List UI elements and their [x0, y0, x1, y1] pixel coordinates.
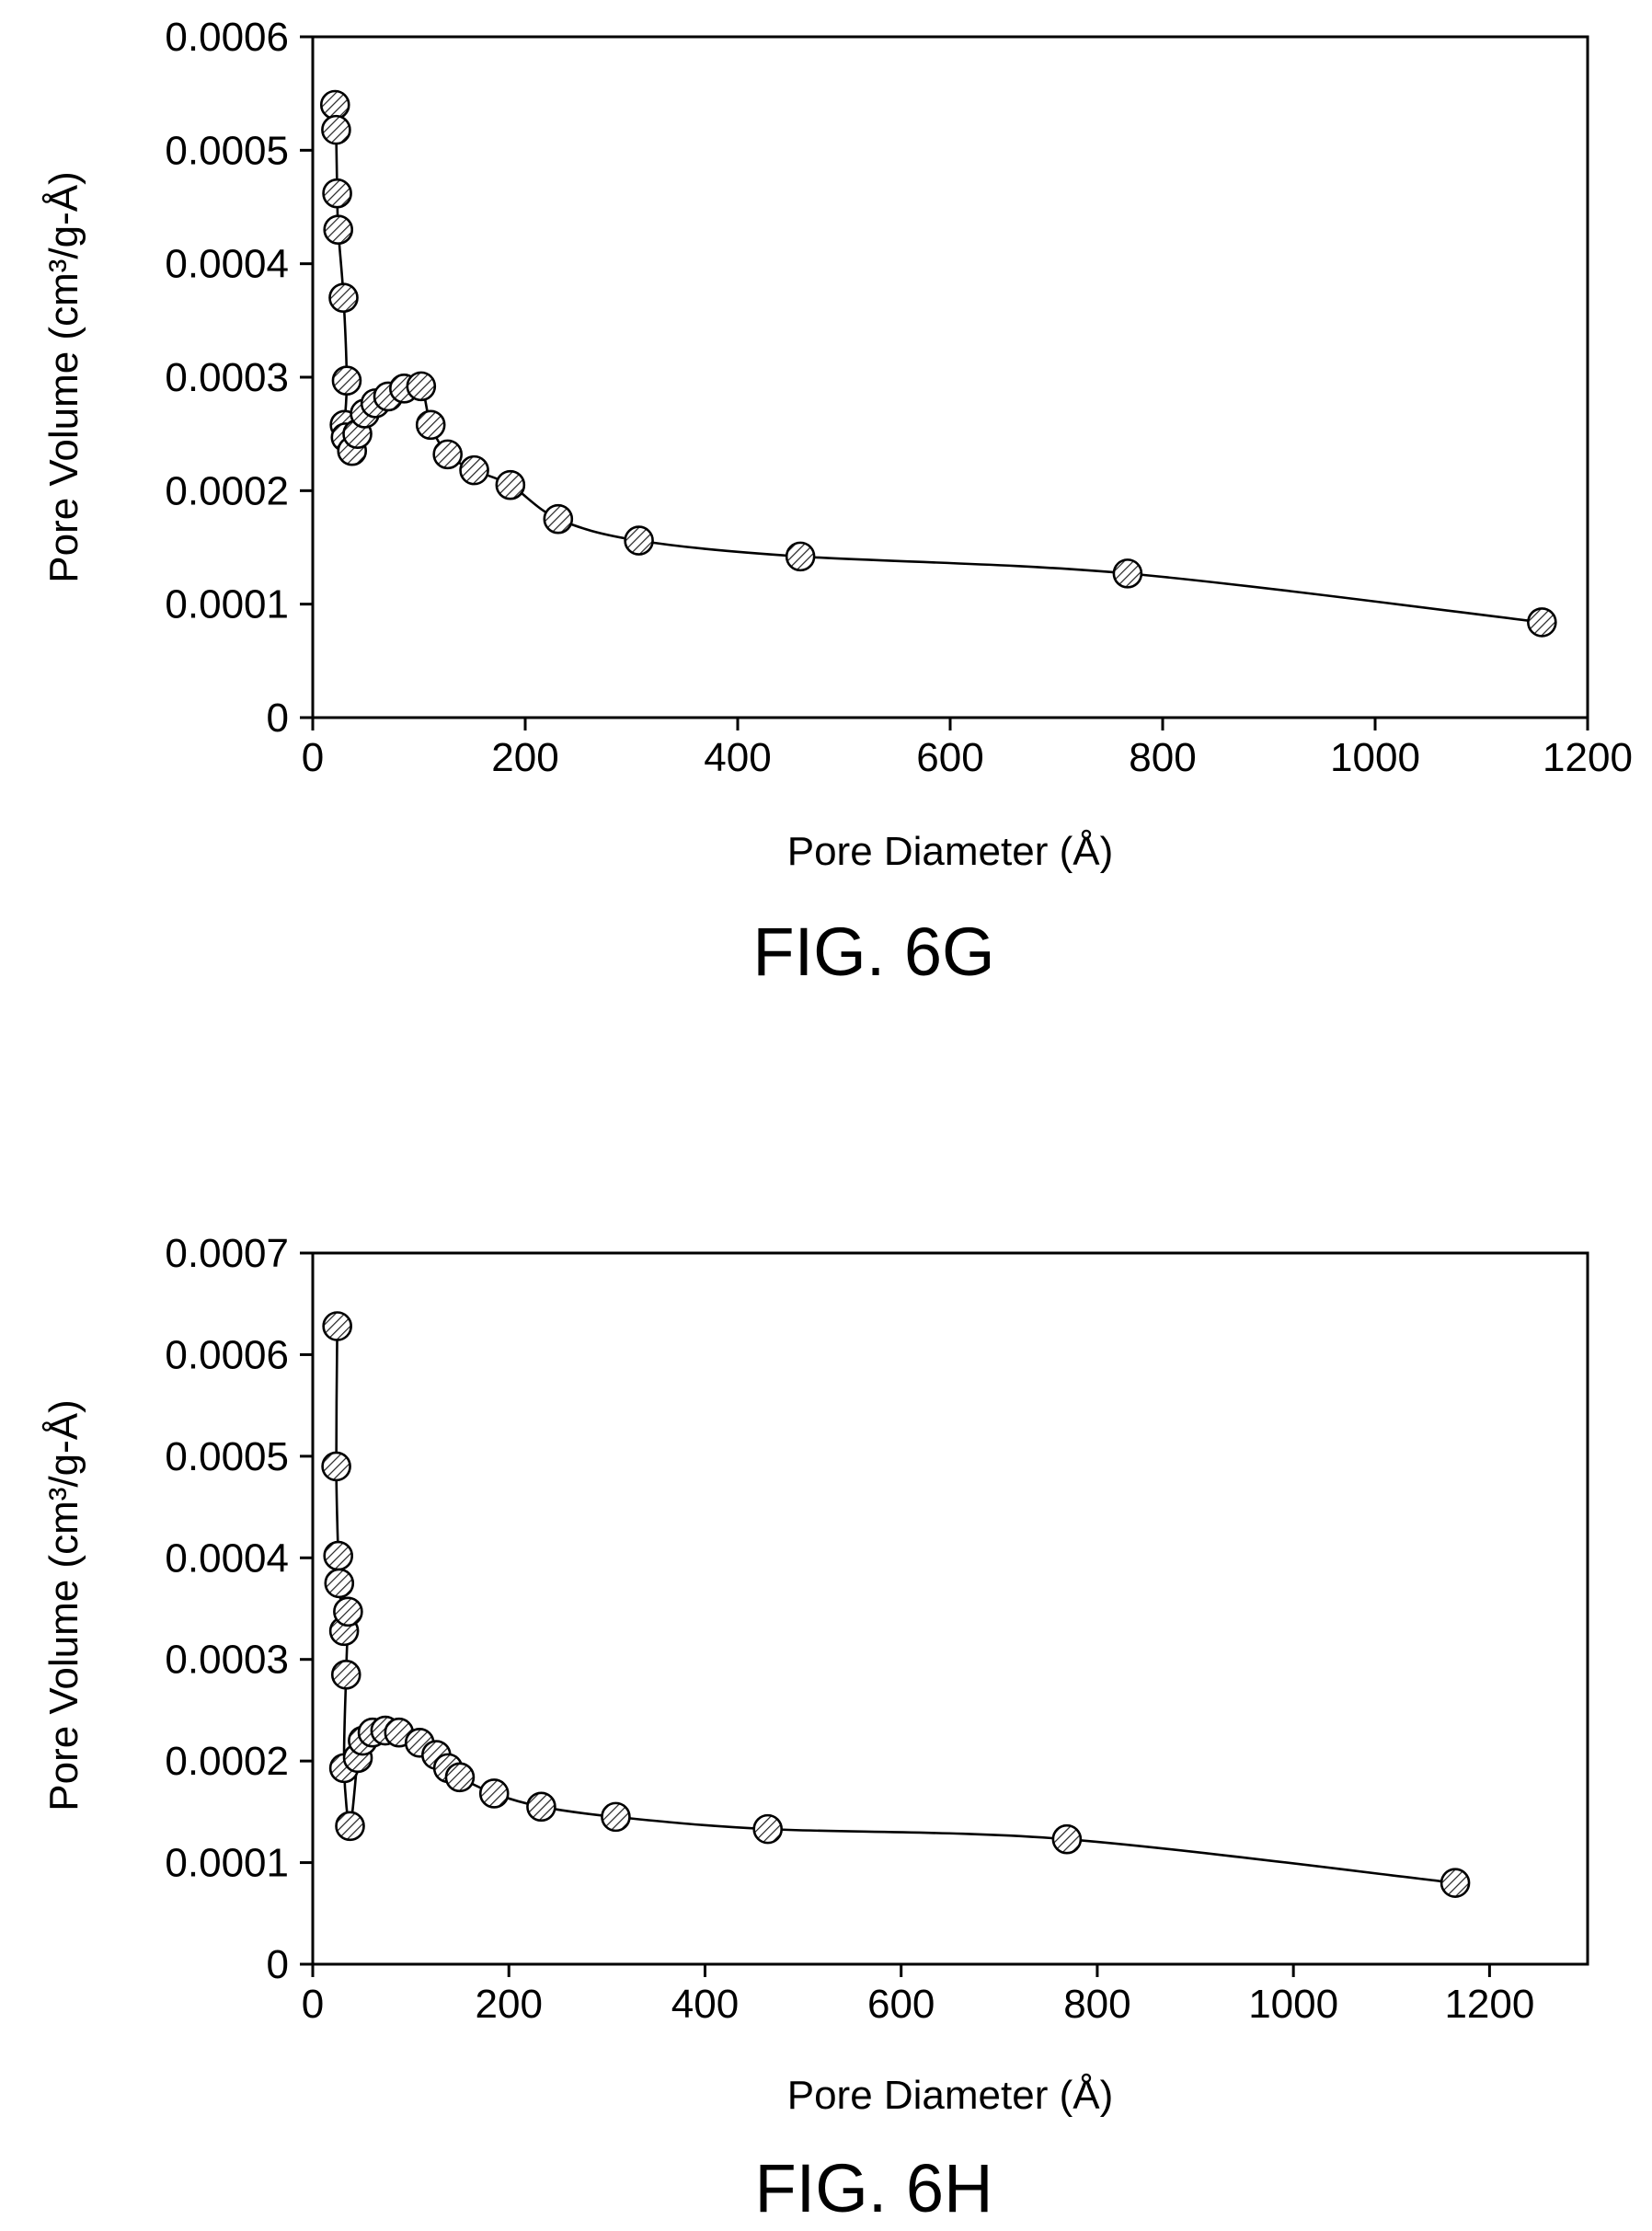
x-tick-label: 600	[867, 1982, 935, 2027]
figure-caption: FIG. 6G	[752, 914, 994, 990]
x-tick-label: 200	[491, 735, 558, 780]
data-point	[1051, 1823, 1083, 1855]
figure-caption: FIG. 6H	[754, 2150, 992, 2226]
y-tick-label: 0.0007	[165, 1231, 289, 1276]
x-tick-label: 1000	[1330, 735, 1420, 780]
y-tick-label: 0.0002	[165, 1739, 289, 1784]
y-tick-label: 0.0004	[165, 242, 289, 287]
data-point	[323, 1540, 354, 1571]
data-point	[415, 409, 446, 441]
data-point	[331, 365, 362, 397]
data-point	[406, 371, 437, 402]
data-point	[1112, 558, 1143, 589]
series-line	[333, 104, 1543, 624]
y-tick-label: 0	[267, 1942, 289, 1987]
data-point	[321, 1451, 351, 1482]
data-point	[752, 1813, 783, 1845]
y-tick-label: 0.0006	[165, 1332, 289, 1377]
data-point	[319, 89, 350, 121]
y-tick-label: 0.0006	[165, 15, 289, 60]
axis-ticks: 0 200 400 600 800 1000 1200 0 0.0001 0.0002 0.0003…	[165, 15, 1633, 780]
series-curve	[333, 104, 1543, 624]
axis-ticks: 0 200 400 600 800 1000 1200 0 0.0001 0.0002 0.0003…	[165, 1231, 1534, 2027]
data-point	[459, 454, 489, 486]
x-tick-label: 400	[704, 735, 771, 780]
data-point	[322, 178, 352, 209]
data-point	[328, 282, 359, 313]
data-point	[526, 1791, 556, 1823]
plot-frame	[311, 1251, 1589, 1966]
series-points	[321, 1311, 1471, 1898]
series-points	[319, 89, 1557, 638]
data-point	[322, 1311, 352, 1341]
data-point	[478, 1778, 510, 1809]
y-axis-label: Pore Volume (cm³/g-Å)	[41, 1399, 86, 1811]
x-tick-label: 1000	[1248, 1982, 1338, 2027]
x-tick-label: 400	[671, 1982, 739, 2027]
data-point	[1527, 607, 1557, 638]
data-point	[624, 525, 654, 556]
y-tick-label: 0	[267, 696, 289, 741]
data-point	[543, 503, 574, 535]
chart-fig-6g: 0 200 400 600 800 1000 1200 0 0.0001 0.0002 0.0003…	[41, 15, 1633, 990]
x-tick-label: 1200	[1444, 1982, 1534, 2027]
x-axis-label: Pore Diameter (Å)	[787, 829, 1114, 874]
plot-frame	[311, 35, 1589, 719]
x-tick-label: 0	[302, 1982, 324, 2027]
data-point	[785, 541, 816, 572]
data-point	[432, 439, 463, 470]
x-tick-label: 200	[476, 1982, 543, 2027]
x-tick-label: 1200	[1543, 735, 1633, 780]
data-point	[601, 1801, 631, 1833]
y-tick-label: 0.0002	[165, 468, 289, 513]
data-point	[495, 469, 526, 500]
y-tick-label: 0.0004	[165, 1535, 289, 1581]
y-tick-label: 0.0001	[165, 582, 289, 627]
x-tick-label: 800	[1129, 735, 1196, 780]
x-axis-label: Pore Diameter (Å)	[787, 2073, 1114, 2118]
y-tick-label: 0.0003	[165, 355, 289, 400]
data-point	[324, 1568, 355, 1599]
x-tick-label: 600	[916, 735, 983, 780]
y-axis-label: Pore Volume (cm³/g-Å)	[41, 171, 86, 582]
data-point	[330, 1659, 361, 1690]
data-point	[333, 1596, 363, 1627]
x-tick-label: 800	[1063, 1982, 1130, 2027]
y-tick-label: 0.0001	[165, 1841, 289, 1886]
data-point	[323, 214, 354, 245]
y-tick-label: 0.0005	[165, 1434, 289, 1479]
data-point	[1440, 1868, 1471, 1898]
y-tick-label: 0.0003	[165, 1638, 289, 1683]
y-tick-label: 0.0005	[165, 128, 289, 173]
data-point	[321, 114, 351, 145]
data-point	[335, 1811, 365, 1842]
chart-fig-6h: 0 200 400 600 800 1000 1200 0 0.0001 0.0002 0.0003…	[41, 1231, 1589, 2226]
data-point	[444, 1762, 476, 1793]
x-tick-label: 0	[302, 735, 324, 780]
